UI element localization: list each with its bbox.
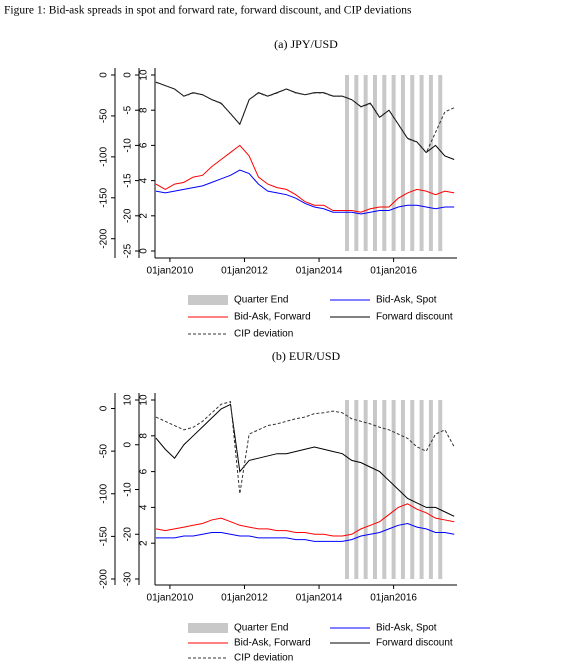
x-tick-label: 01jan2010	[147, 593, 194, 604]
y-tick-label: -200	[99, 569, 110, 589]
y-tick-label: 0	[139, 248, 150, 254]
y-tick-label: 0	[123, 72, 134, 78]
y-tick-label: -5	[123, 105, 134, 114]
quarter-end-bar	[410, 400, 415, 579]
series-line	[155, 522, 455, 542]
quarter-end-bar	[438, 75, 443, 251]
legend-swatch	[188, 623, 228, 633]
y-tick-label: -150	[99, 187, 110, 207]
x-tick-label: 01jan2014	[296, 266, 343, 277]
y-tick-label: -20	[123, 208, 134, 223]
y-tick-label: -10	[123, 138, 134, 153]
quarter-end-bar	[354, 400, 359, 579]
series-line	[155, 503, 455, 537]
y-tick-label: -200	[99, 228, 110, 248]
quarter-end-bar	[363, 400, 368, 579]
quarter-end-bar	[410, 75, 415, 251]
quarter-end-bar	[419, 400, 424, 579]
y-tick-label: 0	[123, 442, 134, 448]
x-tick-label: 01jan2014	[296, 593, 343, 604]
x-tick-label: 01jan2012	[221, 266, 268, 277]
quarter-end-bar	[438, 400, 443, 579]
y-tick-label: 4	[139, 177, 150, 183]
series-line	[155, 401, 455, 494]
y-tick-label: 10	[139, 394, 150, 406]
y-tick-label: -150	[99, 526, 110, 546]
y-tick-label: 6	[139, 142, 150, 148]
quarter-end-bar	[391, 75, 396, 251]
quarter-end-bar	[391, 400, 396, 579]
legend-label: Bid-Ask, Forward	[234, 638, 311, 649]
y-tick-label: -20	[123, 527, 134, 542]
y-tick-label: 6	[139, 468, 150, 474]
y-tick-label: 0	[99, 72, 110, 78]
series-line	[155, 403, 455, 517]
chart-title: (b) EUR/USD	[272, 349, 341, 363]
y-tick-label: 4	[139, 504, 150, 510]
quarter-end-bar	[354, 75, 359, 251]
legend-label: Forward discount	[376, 638, 453, 649]
quarter-end-bar	[419, 75, 424, 251]
y-tick-label: -100	[99, 146, 110, 166]
quarter-end-bar	[345, 400, 350, 579]
y-tick-label: -30	[123, 571, 134, 586]
y-tick-label: 10	[123, 394, 134, 406]
legend-label: Bid-Ask, Forward	[234, 312, 311, 323]
legend-label: CIP deviation	[234, 653, 293, 664]
y-tick-label: 10	[139, 69, 150, 81]
series-line	[155, 169, 455, 215]
legend-label: Bid-Ask, Spot	[376, 623, 437, 634]
y-tick-label: 8	[139, 107, 150, 113]
legend-swatch	[188, 295, 228, 305]
x-tick-label: 01jan2016	[370, 593, 417, 604]
legend-label: CIP deviation	[234, 329, 293, 340]
x-tick-label: 01jan2016	[370, 266, 417, 277]
series-line	[155, 144, 455, 213]
x-tick-label: 01jan2012	[221, 593, 268, 604]
y-tick-label: -25	[123, 243, 134, 258]
quarter-end-bar	[428, 75, 433, 251]
quarter-end-bar	[382, 75, 387, 251]
series-line	[155, 81, 455, 154]
y-tick-label: 2	[139, 540, 150, 546]
legend-label: Quarter End	[234, 295, 288, 306]
quarter-end-bar	[400, 400, 405, 579]
y-tick-label: 0	[99, 405, 110, 411]
legend-label: Forward discount	[376, 312, 453, 323]
series-line	[155, 81, 455, 160]
y-tick-label: -50	[99, 108, 110, 123]
figure-title: Figure 1: Bid-ask spreads in spot and fo…	[4, 5, 412, 17]
legend-label: Bid-Ask, Spot	[376, 295, 437, 306]
quarter-end-bar	[428, 400, 433, 579]
quarter-end-bar	[382, 400, 387, 579]
y-tick-label: 8	[139, 433, 150, 439]
y-tick-label: -100	[99, 483, 110, 503]
x-tick-label: 01jan2010	[147, 266, 194, 277]
y-tick-label: -50	[99, 443, 110, 458]
quarter-end-bar	[400, 75, 405, 251]
y-tick-label: -15	[123, 173, 134, 188]
quarter-end-bar	[372, 400, 377, 579]
quarter-end-bar	[372, 75, 377, 251]
y-tick-label: -10	[123, 482, 134, 497]
quarter-end-bar	[345, 75, 350, 251]
chart-title: (a) JPY/USD	[274, 37, 338, 51]
y-tick-label: 2	[139, 213, 150, 219]
legend-label: Quarter End	[234, 623, 288, 634]
quarter-end-bar	[363, 75, 368, 251]
